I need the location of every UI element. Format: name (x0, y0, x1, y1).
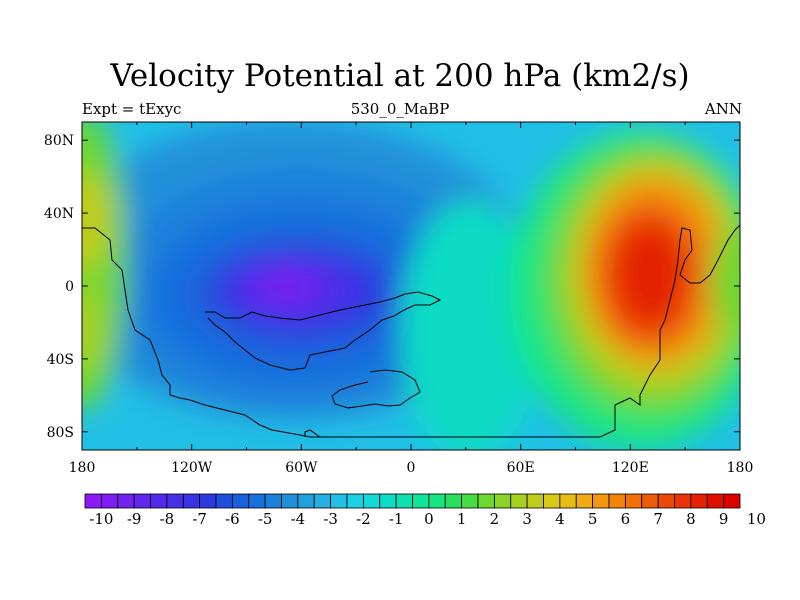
lat-tick-label: 0 (65, 279, 74, 295)
colorbar-box (608, 493, 626, 509)
colorbar-box (461, 493, 479, 509)
colorbar-label: -5 (258, 510, 273, 528)
lon-tick-label: 180 (727, 460, 754, 476)
lon-ticks: 180 120W 60W 0 60E 120E 180 (69, 122, 754, 476)
lat-ticks: 80N 40N 0 40S 80S (44, 133, 740, 441)
colorbar-box (166, 493, 184, 509)
colorbar-label: 6 (621, 510, 631, 528)
colorbar-box (248, 493, 266, 509)
colorbar-box (231, 493, 250, 509)
colorbar-box (150, 493, 168, 509)
lon-tick-label: 0 (407, 460, 416, 476)
colorbar-box (543, 493, 561, 509)
colorbar-label: 3 (522, 510, 532, 528)
colorbar-box (395, 493, 413, 509)
colorbar-label: -10 (89, 510, 113, 528)
colorbar-label: 2 (490, 510, 500, 528)
colorbar-label: -4 (291, 510, 306, 528)
colorbar-box (182, 493, 201, 509)
colorbar-label: -7 (192, 510, 207, 528)
colorbar-box (379, 493, 397, 509)
colorbar-label: 5 (588, 510, 598, 528)
center-string: 530_0_MaBP (350, 100, 450, 118)
right-string: ANN (704, 100, 742, 118)
lon-tick-label: 60E (507, 460, 535, 476)
colorbar-box (100, 493, 119, 509)
colorbar-label: -8 (160, 510, 175, 528)
colorbar-box (199, 493, 217, 509)
lon-tick-label: 120W (171, 460, 213, 476)
colorbar-label: 4 (555, 510, 565, 528)
colorbar-box (428, 493, 446, 509)
colorbar-box (297, 493, 315, 509)
colorbar-box (281, 493, 299, 509)
colorbar-box (362, 493, 381, 509)
coastline (82, 224, 740, 438)
colorbar: -10 -9 -8 -7 -6 -5 -4 -3 -2 -1 0 1 2 3 4 5 6 7 8 9 10 (84, 493, 766, 528)
colorbar-box (264, 493, 282, 509)
colorbar-label: -1 (389, 510, 404, 528)
colorbar-box (477, 493, 495, 509)
colorbar-box (133, 493, 151, 509)
colorbar-box (526, 493, 544, 509)
colorbar-box (575, 493, 594, 509)
colorbar-box (117, 493, 135, 509)
lon-tick-label: 60W (285, 460, 318, 476)
colorbar-box (330, 493, 348, 509)
lat-tick-label: 40S (47, 352, 74, 368)
colorbar-box (723, 493, 741, 509)
lat-tick-label: 40N (44, 206, 74, 222)
lon-tick-label: 180 (69, 460, 96, 476)
colorbar-box (346, 493, 364, 509)
colorbar-label: 0 (424, 510, 434, 528)
colorbar-label: -2 (356, 510, 371, 528)
colorbar-box (493, 493, 512, 509)
colorbar-box (412, 493, 430, 509)
colorbar-box (215, 493, 233, 509)
colorbar-box (313, 493, 332, 509)
colorbar-box (657, 493, 675, 509)
colorbar-box (559, 493, 577, 509)
colorbar-box (690, 493, 708, 509)
left-string: Expt = tExyc (82, 100, 182, 118)
colorbar-box (592, 493, 610, 509)
colorbar-label: -9 (127, 510, 142, 528)
colorbar-box (706, 493, 725, 509)
lon-tick-label: 120E (612, 460, 649, 476)
colorbar-box (641, 493, 659, 509)
plot-title: Velocity Potential at 200 hPa (km2/s) (110, 58, 690, 94)
colorbar-label: 10 (747, 510, 766, 528)
colorbar-label: 8 (686, 510, 696, 528)
contour-field (82, 122, 740, 450)
colorbar-label: 7 (653, 510, 663, 528)
colorbar-box (624, 493, 643, 509)
colorbar-label: -6 (225, 510, 240, 528)
colorbar-label: -3 (323, 510, 338, 528)
lat-tick-label: 80N (44, 133, 74, 149)
colorbar-label: 9 (719, 510, 729, 528)
colorbar-box (674, 493, 692, 509)
lat-tick-label: 80S (47, 425, 74, 441)
colorbar-box (510, 493, 528, 509)
colorbar-label: 1 (457, 510, 467, 528)
colorbar-box (444, 493, 463, 509)
colorbar-box (84, 493, 102, 509)
